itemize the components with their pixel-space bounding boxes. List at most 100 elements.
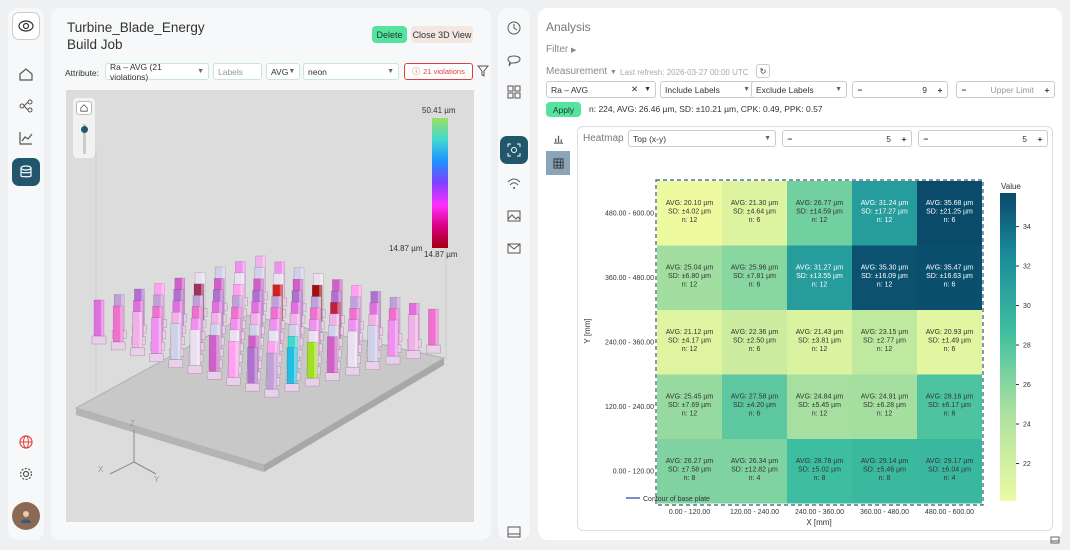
comments-button[interactable]: [500, 46, 528, 74]
nav-workflow[interactable]: [12, 92, 40, 120]
delete-button[interactable]: Delete: [372, 26, 407, 43]
blade-part[interactable]: [187, 329, 203, 374]
heatmap-cell[interactable]: [852, 245, 917, 311]
heatmap-cell[interactable]: [657, 374, 722, 440]
wireless-button[interactable]: [500, 170, 528, 198]
heatmap-cell[interactable]: [657, 181, 722, 246]
heatmap-cell[interactable]: [787, 181, 852, 246]
blade-part[interactable]: [426, 308, 441, 354]
blade-part[interactable]: [206, 335, 222, 380]
heatmap-cell[interactable]: [657, 245, 722, 311]
heatmap-cell[interactable]: [852, 439, 917, 504]
measure-select[interactable]: Ra – AVG ✕ ▼: [546, 81, 656, 98]
decrement-button[interactable]: −: [961, 84, 967, 95]
heatmap-cell[interactable]: [917, 374, 982, 440]
cell-label: n: 8: [684, 475, 696, 482]
3d-viewport[interactable]: Z X Y 50.41 µm 14.87 µm 14.87 µm: [66, 90, 474, 522]
blade-part[interactable]: [385, 319, 401, 365]
heatmap-cell[interactable]: [722, 439, 787, 504]
blade-part[interactable]: [405, 314, 421, 359]
blade-part[interactable]: [149, 317, 164, 362]
heatmap-cell[interactable]: [787, 439, 852, 504]
dashboard-button[interactable]: [500, 78, 528, 106]
exclude-labels-select[interactable]: Exclude Labels ▼: [751, 81, 847, 98]
heatmap-cell[interactable]: [722, 310, 787, 375]
y-divisions-stepper[interactable]: − 5 +: [918, 130, 1048, 147]
nav-analytics[interactable]: [12, 124, 40, 152]
cell-label: AVG: 35.30 µm: [861, 265, 909, 272]
heatmap-cell[interactable]: [722, 374, 787, 440]
increment-button[interactable]: +: [937, 84, 943, 95]
image-button[interactable]: [500, 202, 528, 230]
blade-part[interactable]: [345, 330, 360, 376]
heatmap-cell[interactable]: [722, 181, 787, 246]
heatmap-cell[interactable]: [657, 439, 722, 504]
refresh-button[interactable]: ↻: [756, 64, 770, 78]
heatmap-cell[interactable]: [852, 374, 917, 440]
increment-button[interactable]: +: [1037, 133, 1043, 144]
panel-toggle-button[interactable]: [500, 518, 528, 546]
violations-button[interactable]: ⓘ 21 violations: [404, 63, 473, 80]
heatmap-cell[interactable]: [722, 245, 787, 311]
user-avatar[interactable]: [12, 502, 40, 530]
lower-limit-stepper[interactable]: − 9 +: [852, 81, 948, 98]
heatmap-cell[interactable]: [917, 310, 982, 375]
heatmap-cell[interactable]: [657, 310, 722, 375]
nav-globe[interactable]: [12, 428, 40, 456]
heatmap-cell[interactable]: [852, 181, 917, 246]
decrement-button[interactable]: −: [857, 84, 863, 95]
attribute-select[interactable]: Ra – AVG (21 violations) ▼: [105, 62, 209, 82]
bar-chart-view-button[interactable]: [546, 126, 570, 150]
blade-part[interactable]: [264, 352, 280, 398]
blade-part[interactable]: [91, 299, 107, 345]
scan-button[interactable]: [500, 136, 528, 164]
blade-part[interactable]: [325, 336, 340, 381]
decrement-button[interactable]: −: [787, 133, 793, 144]
history-icon: [507, 21, 521, 35]
increment-button[interactable]: +: [901, 133, 907, 144]
blade-part[interactable]: [365, 325, 381, 370]
heatmap-cell[interactable]: [852, 310, 917, 375]
app-logo[interactable]: [12, 12, 40, 40]
blade-part[interactable]: [168, 323, 184, 368]
view-select[interactable]: Top (x-y) ▼: [628, 130, 776, 147]
clear-icon[interactable]: ✕: [630, 84, 639, 94]
heatmap-cell[interactable]: [917, 245, 982, 311]
heatmap-cell[interactable]: [787, 374, 852, 440]
apply-button[interactable]: Apply: [546, 102, 581, 117]
blade-part[interactable]: [130, 311, 145, 357]
nav-settings[interactable]: [12, 460, 40, 488]
zoom-slider-handle[interactable]: [81, 126, 88, 133]
blade-part[interactable]: [304, 341, 320, 387]
increment-button[interactable]: +: [1044, 84, 1050, 95]
heatmap-cell[interactable]: [787, 245, 852, 311]
measurement-toggle[interactable]: Measurement ▼: [546, 66, 617, 77]
heatmap-view-button[interactable]: [546, 151, 570, 175]
funnel-icon: [476, 65, 490, 77]
labels-select[interactable]: Labels: [213, 63, 262, 80]
blade-part[interactable]: [284, 347, 300, 392]
filter-button[interactable]: [476, 64, 490, 78]
heatmap-cell[interactable]: [787, 310, 852, 375]
mail-button[interactable]: [500, 234, 528, 262]
colormap-select[interactable]: neon ▼: [303, 63, 399, 80]
include-labels-select[interactable]: Include Labels ▼: [660, 81, 755, 98]
home-view-button[interactable]: [76, 101, 92, 115]
stat-select[interactable]: AVG ▼: [266, 63, 300, 80]
caret-down-icon: ▼: [609, 69, 617, 76]
filter-toggle[interactable]: Filter ▶: [546, 44, 576, 55]
blade-part[interactable]: [245, 346, 260, 392]
blade-part[interactable]: [226, 341, 241, 386]
x-divisions-stepper[interactable]: − 5 +: [782, 130, 912, 147]
nav-database[interactable]: [12, 158, 40, 186]
upper-limit-stepper[interactable]: − Upper Limit +: [956, 81, 1055, 98]
cell-label: AVG: 25.45 µm: [666, 394, 714, 401]
heatmap-cell[interactable]: [917, 439, 982, 504]
heatmap-cell[interactable]: [917, 181, 982, 246]
resize-handle[interactable]: [1050, 532, 1060, 544]
history-button[interactable]: [500, 14, 528, 42]
nav-home[interactable]: [12, 60, 40, 88]
decrement-button[interactable]: −: [923, 133, 929, 144]
blade-part[interactable]: [110, 305, 126, 351]
close-3d-view-button[interactable]: Close 3D View: [411, 26, 473, 43]
